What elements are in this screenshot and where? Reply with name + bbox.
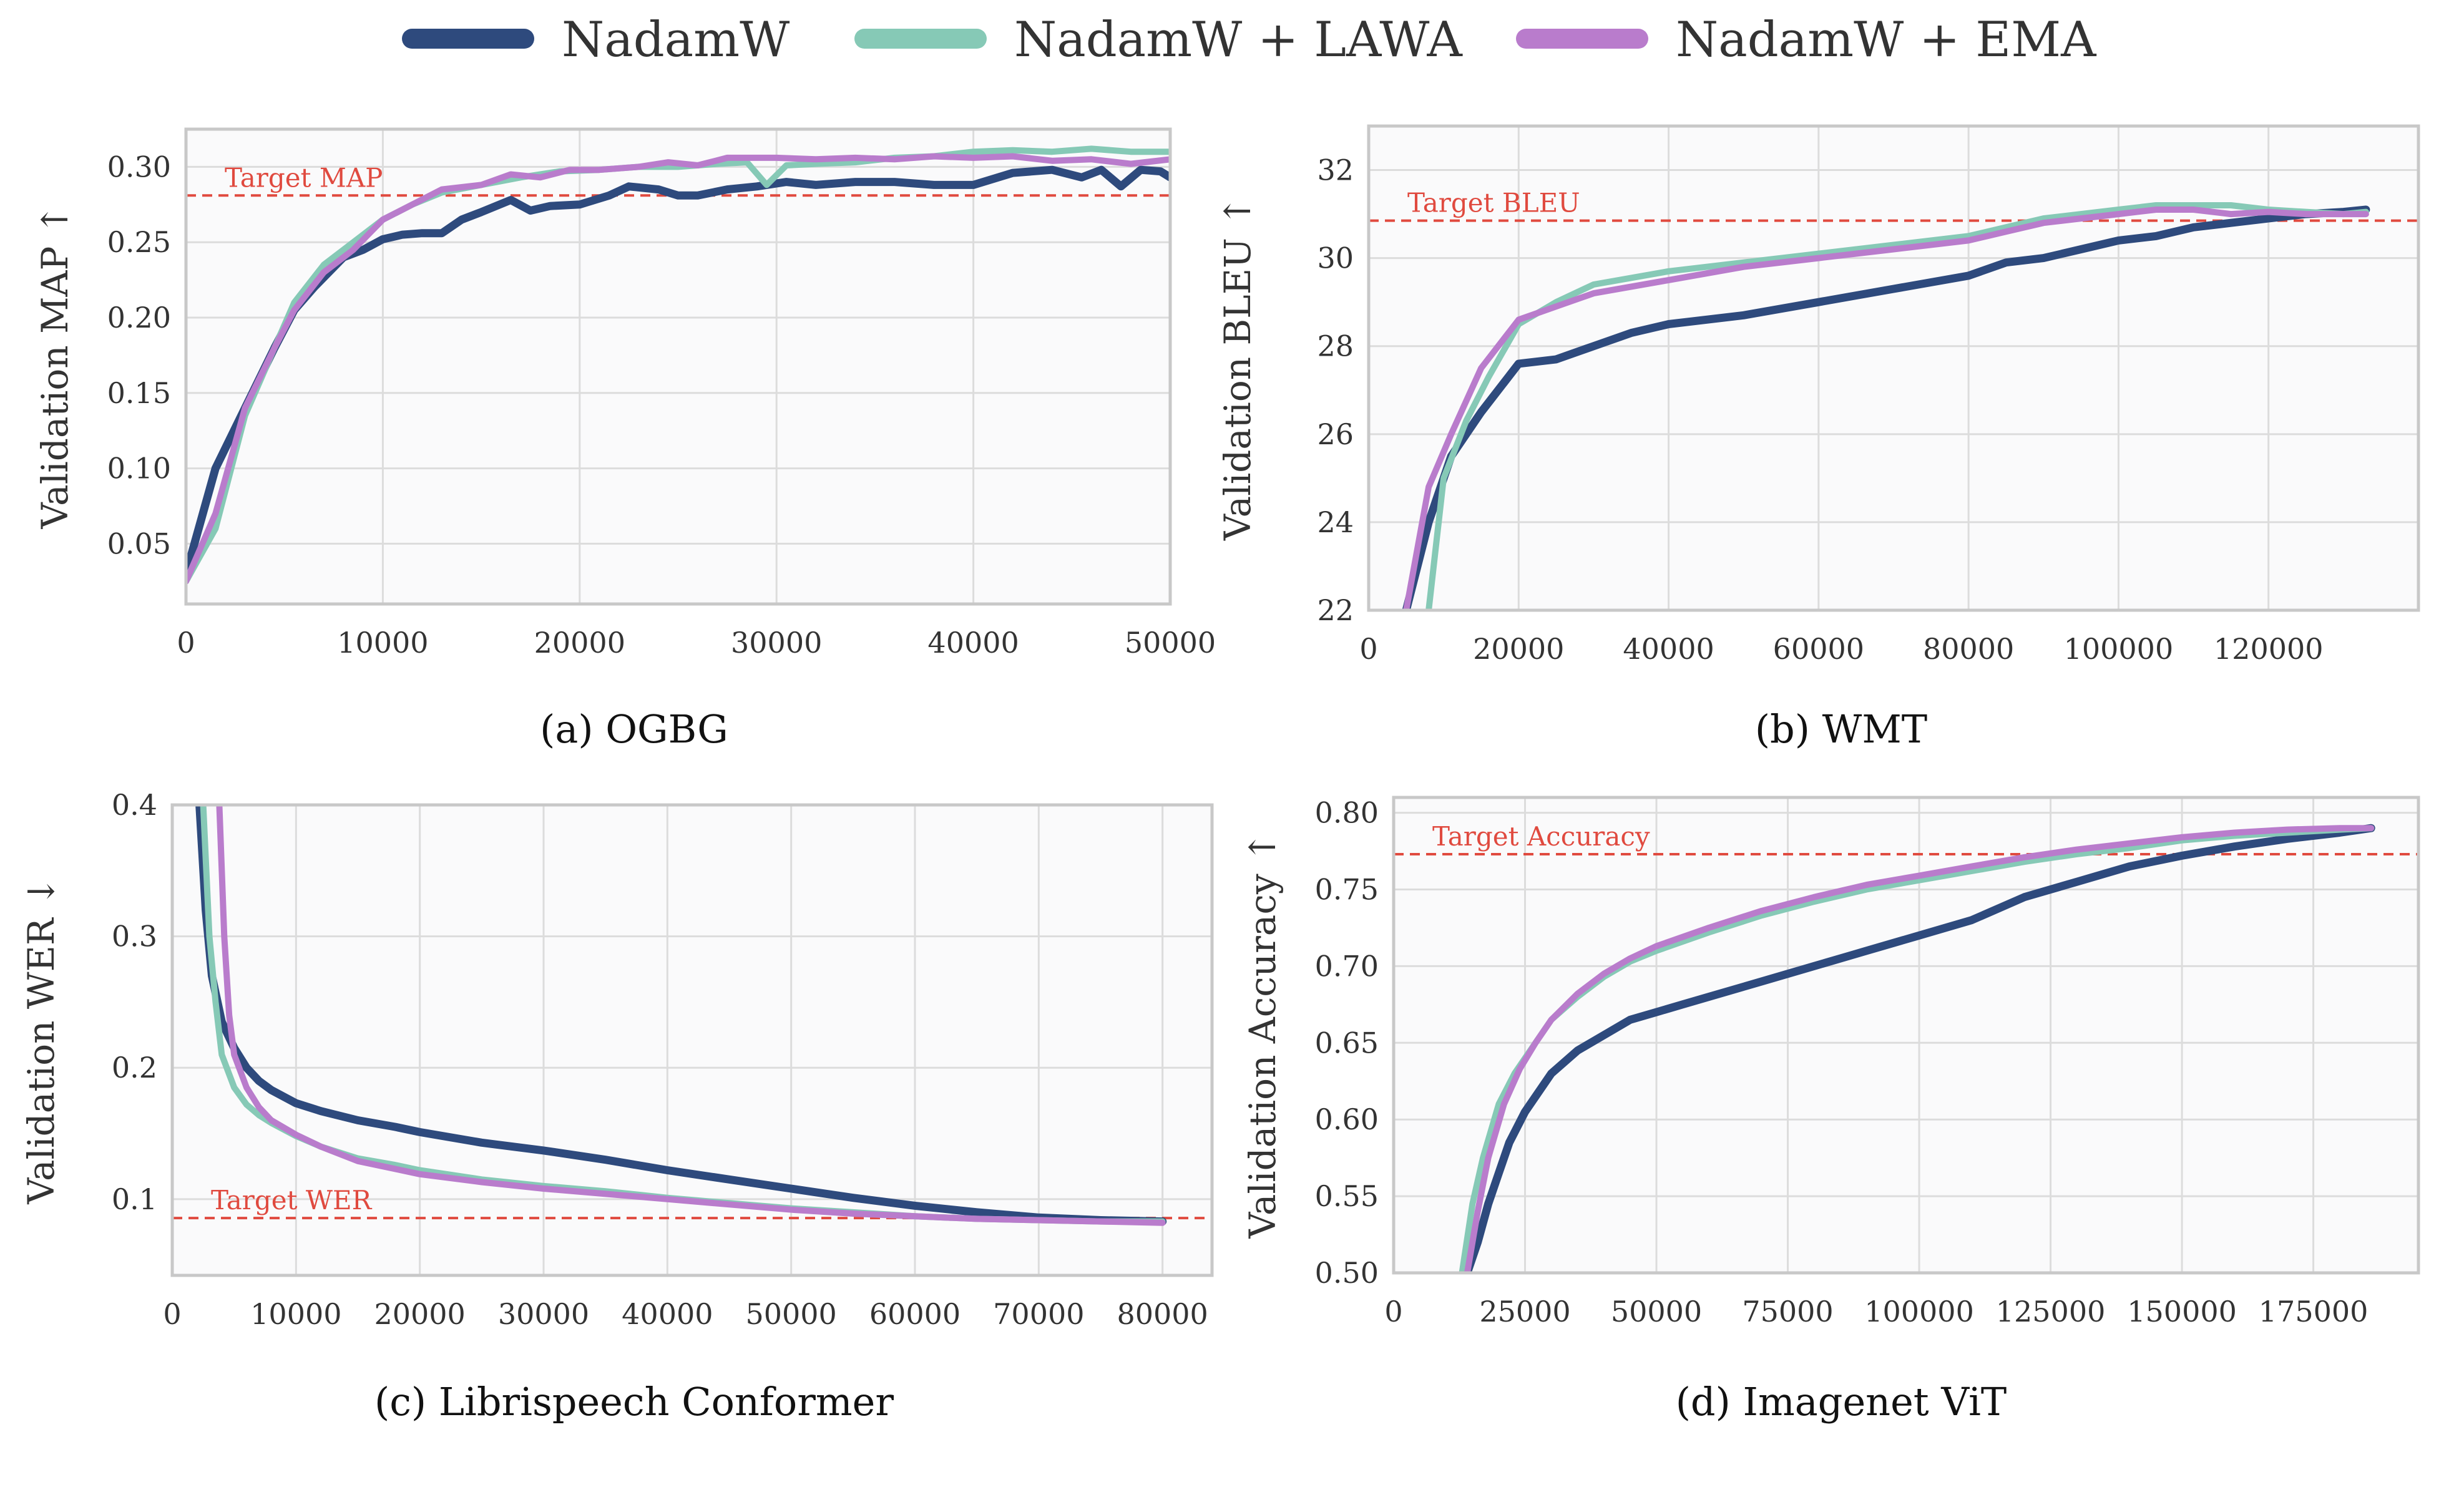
x-tick-label-imagenet: 100000: [1864, 1295, 1974, 1328]
x-tick-label-imagenet: 150000: [2127, 1295, 2237, 1328]
legend-label-ema: NadamW + EMA: [1676, 12, 2097, 68]
y-tick-label-imagenet: 0.80: [1315, 796, 1379, 830]
x-tick-label-imagenet: 50000: [1611, 1295, 1702, 1328]
x-tick-label-librispeech: 50000: [745, 1297, 836, 1331]
x-tick-label-imagenet: 175000: [2259, 1295, 2369, 1328]
x-tick-label-ogbg: 30000: [731, 626, 822, 660]
x-tick-label-ogbg: 10000: [337, 626, 428, 660]
series-line-ema-imagenet: [1464, 825, 2375, 1273]
y-axis-label-ogbg: Validation MAP ↑: [34, 205, 76, 530]
y-tick-label-wmt: 30: [1317, 241, 1354, 275]
x-tick-label-wmt: 80000: [1923, 632, 2014, 666]
x-tick-label-imagenet: 75000: [1742, 1295, 1833, 1328]
series-line-ema-librispeech: [216, 805, 1166, 1226]
legend-label-lawa: NadamW + LAWA: [1014, 12, 1464, 68]
x-tick-label-imagenet: 0: [1384, 1295, 1402, 1328]
caption-imagenet: (d) Imagenet ViT: [1676, 1379, 2007, 1425]
y-axis-label-librispeech: Validation WER ↓: [20, 876, 62, 1204]
y-tick-label-ogbg: 0.25: [107, 225, 171, 259]
y-tick-label-librispeech: 0.1: [112, 1182, 157, 1216]
y-tick-label-ogbg: 0.10: [107, 452, 171, 485]
y-tick-label-wmt: 22: [1317, 593, 1354, 627]
plot-frame-imagenet: [1392, 796, 2420, 1275]
target-label-librispeech: Target WER: [211, 1185, 373, 1215]
y-tick-label-imagenet: 0.60: [1315, 1103, 1379, 1136]
x-tick-label-librispeech: 30000: [498, 1297, 589, 1331]
x-tick-label-librispeech: 40000: [622, 1297, 713, 1331]
x-tick-label-librispeech: 80000: [1117, 1297, 1208, 1331]
plot-area-imagenet: [1394, 797, 2418, 1273]
y-tick-label-librispeech: 0.4: [112, 788, 157, 822]
x-tick-label-librispeech: 60000: [869, 1297, 961, 1331]
x-tick-label-librispeech: 0: [163, 1297, 181, 1331]
y-tick-label-imagenet: 0.50: [1315, 1256, 1379, 1290]
series-line-ema-ogbg: [186, 153, 1170, 585]
y-tick-label-ogbg: 0.20: [107, 301, 171, 334]
legend: NadamW NadamW + LAWA NadamW + EMA: [402, 12, 2097, 68]
x-tick-label-ogbg: 20000: [534, 626, 625, 660]
y-tick-label-imagenet: 0.65: [1315, 1026, 1379, 1059]
chart-panel-ogbg: (a) OGBG Target MAP 0 10000 20000 30000 40000…: [34, 127, 1216, 752]
x-tick-label-wmt: 40000: [1623, 632, 1714, 666]
y-tick-label-imagenet: 0.75: [1315, 872, 1379, 906]
x-tick-label-librispeech: 70000: [993, 1297, 1084, 1331]
x-tick-label-wmt: 100000: [2064, 632, 2174, 666]
x-tick-label-ogbg: 50000: [1125, 626, 1216, 660]
plot-frame-ogbg: [184, 127, 1172, 606]
x-tick-label-wmt: 20000: [1473, 632, 1564, 666]
series-line-lawa-wmt: [1425, 202, 2369, 610]
x-tick-label-ogbg: 40000: [927, 626, 1019, 660]
y-tick-label-imagenet: 0.70: [1315, 949, 1379, 983]
x-tick-label-wmt: 0: [1359, 632, 1377, 666]
plot-frame-librispeech: [170, 803, 1214, 1277]
x-tick-label-wmt: 60000: [1773, 632, 1864, 666]
x-tick-label-librispeech: 10000: [250, 1297, 341, 1331]
legend-entry-lawa: NadamW + LAWA: [854, 12, 1464, 68]
x-tick-label-wmt: 120000: [2214, 632, 2324, 666]
y-tick-label-ogbg: 0.30: [107, 150, 171, 183]
series-line-ema-wmt: [1403, 207, 2369, 610]
legend-label-nadamw: NadamW: [562, 12, 790, 68]
x-tick-label-imagenet: 25000: [1479, 1295, 1570, 1328]
plot-frame-wmt: [1367, 124, 2420, 612]
caption-ogbg: (a) OGBG: [540, 706, 728, 752]
x-tick-label-ogbg: 0: [177, 626, 195, 660]
chart-panel-librispeech: (c) Librispeech Conformer Target WER 0 100…: [20, 788, 1214, 1425]
legend-entry-ema: NadamW + EMA: [1516, 12, 2097, 68]
y-tick-label-wmt: 32: [1317, 153, 1354, 187]
target-label-imagenet: Target Accuracy: [1432, 821, 1650, 852]
chart-panel-wmt: (b) WMT Target BLEU 0 20000 40000 60000 80000…: [1216, 124, 2420, 752]
y-tick-label-wmt: 24: [1317, 505, 1354, 539]
y-tick-label-imagenet: 0.55: [1315, 1179, 1379, 1213]
chart-panel-imagenet: (d) Imagenet ViT Target Accuracy 0 25000 50…: [1241, 796, 2420, 1425]
series-line-nadamw-wmt: [1402, 205, 2370, 610]
x-tick-label-librispeech: 20000: [374, 1297, 465, 1331]
series-line-nadamw-imagenet: [1463, 824, 2375, 1273]
y-tick-label-ogbg: 0.05: [107, 527, 171, 560]
x-tick-label-imagenet: 125000: [1996, 1295, 2106, 1328]
plot-area-ogbg: [186, 129, 1170, 604]
legend-entry-nadamw: NadamW: [402, 12, 790, 68]
y-tick-label-librispeech: 0.3: [112, 920, 157, 953]
caption-librispeech: (c) Librispeech Conformer: [374, 1379, 894, 1425]
caption-wmt: (b) WMT: [1755, 706, 1927, 752]
y-tick-label-ogbg: 0.15: [107, 376, 171, 410]
target-label-wmt: Target BLEU: [1407, 188, 1580, 218]
y-axis-label-imagenet: Validation Accuracy ↑: [1241, 832, 1284, 1239]
y-axis-label-wmt: Validation BLEU ↑: [1216, 196, 1259, 541]
y-tick-label-wmt: 26: [1317, 417, 1354, 451]
y-tick-label-wmt: 28: [1317, 329, 1354, 363]
y-tick-label-librispeech: 0.2: [112, 1051, 157, 1084]
target-label-ogbg: Target MAP: [225, 162, 383, 193]
